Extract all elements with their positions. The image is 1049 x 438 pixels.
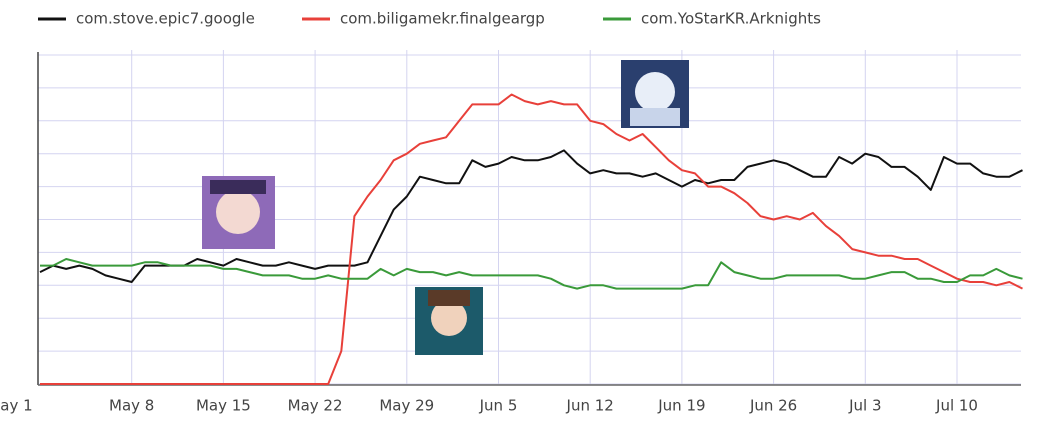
avatar bbox=[202, 176, 275, 249]
x-tick-label: Jul 3 bbox=[848, 397, 881, 415]
x-tick-label: May 15 bbox=[196, 397, 251, 415]
avatar bbox=[415, 287, 483, 355]
x-tick-label: Jun 19 bbox=[657, 397, 705, 415]
x-tick-label: May 1 bbox=[0, 397, 33, 415]
x-tick-label: May 8 bbox=[109, 397, 154, 415]
x-tick-label: Jun 5 bbox=[479, 397, 518, 415]
x-tick-label: May 29 bbox=[379, 397, 434, 415]
legend-label: com.YoStarKR.Arknights bbox=[641, 10, 821, 28]
series-line bbox=[40, 258, 1023, 290]
series-line bbox=[40, 93, 1023, 385]
series-line bbox=[39, 149, 1023, 283]
legend-label: com.biligamekr.finalgeargp bbox=[340, 10, 545, 28]
x-tick-label: May 22 bbox=[288, 397, 343, 415]
x-tick-label: Jul 10 bbox=[935, 397, 978, 415]
x-tick-label: Jun 26 bbox=[749, 397, 797, 415]
legend-label: com.stove.epic7.google bbox=[76, 10, 255, 28]
avatar bbox=[621, 60, 689, 128]
x-tick-label: Jun 12 bbox=[566, 397, 614, 415]
